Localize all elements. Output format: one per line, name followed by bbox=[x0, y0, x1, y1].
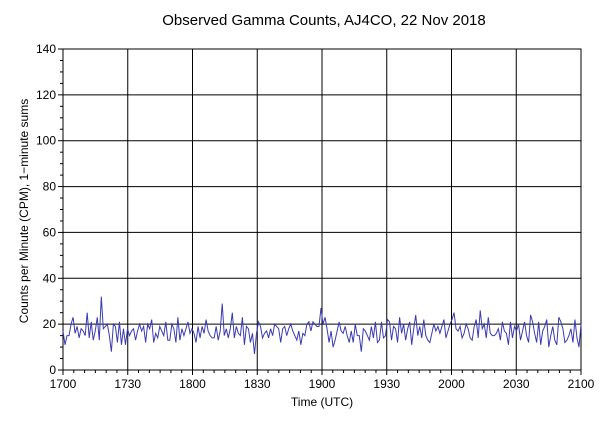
chart-title: Observed Gamma Counts, AJ4CO, 22 Nov 201… bbox=[162, 12, 486, 29]
y-axis-label: Counts per Minute (CPM), 1−minute sums bbox=[17, 99, 31, 323]
x-tick-label: 1730 bbox=[114, 377, 141, 391]
x-tick-label: 2000 bbox=[438, 377, 465, 391]
x-axis-ticks: 1700 1730 1800 1830 1900 1930 2000 2030 2100 bbox=[50, 377, 595, 391]
y-tick-label: 120 bbox=[36, 88, 56, 102]
series-line bbox=[62, 296, 582, 354]
x-tick-label: 1700 bbox=[50, 377, 77, 391]
x-tick-label: 2100 bbox=[568, 377, 595, 391]
y-tick-label: 0 bbox=[49, 363, 56, 377]
y-tick-label: 20 bbox=[43, 317, 57, 331]
y-tick-label: 60 bbox=[43, 225, 57, 239]
y-tick-label: 40 bbox=[43, 271, 57, 285]
x-tick-label: 1800 bbox=[179, 377, 206, 391]
x-tick-label: 2030 bbox=[503, 377, 530, 391]
x-tick-label: 1830 bbox=[244, 377, 271, 391]
x-tick-label: 1900 bbox=[309, 377, 336, 391]
y-tick-label: 100 bbox=[36, 134, 56, 148]
x-axis-label: Time (UTC) bbox=[291, 395, 353, 409]
x-tick-label: 1930 bbox=[373, 377, 400, 391]
y-tick-label: 140 bbox=[36, 42, 56, 56]
plot-area bbox=[62, 296, 582, 354]
y-tick-label: 80 bbox=[43, 180, 57, 194]
y-axis-ticks: 0 20 40 60 80 100 120 140 bbox=[36, 42, 56, 377]
